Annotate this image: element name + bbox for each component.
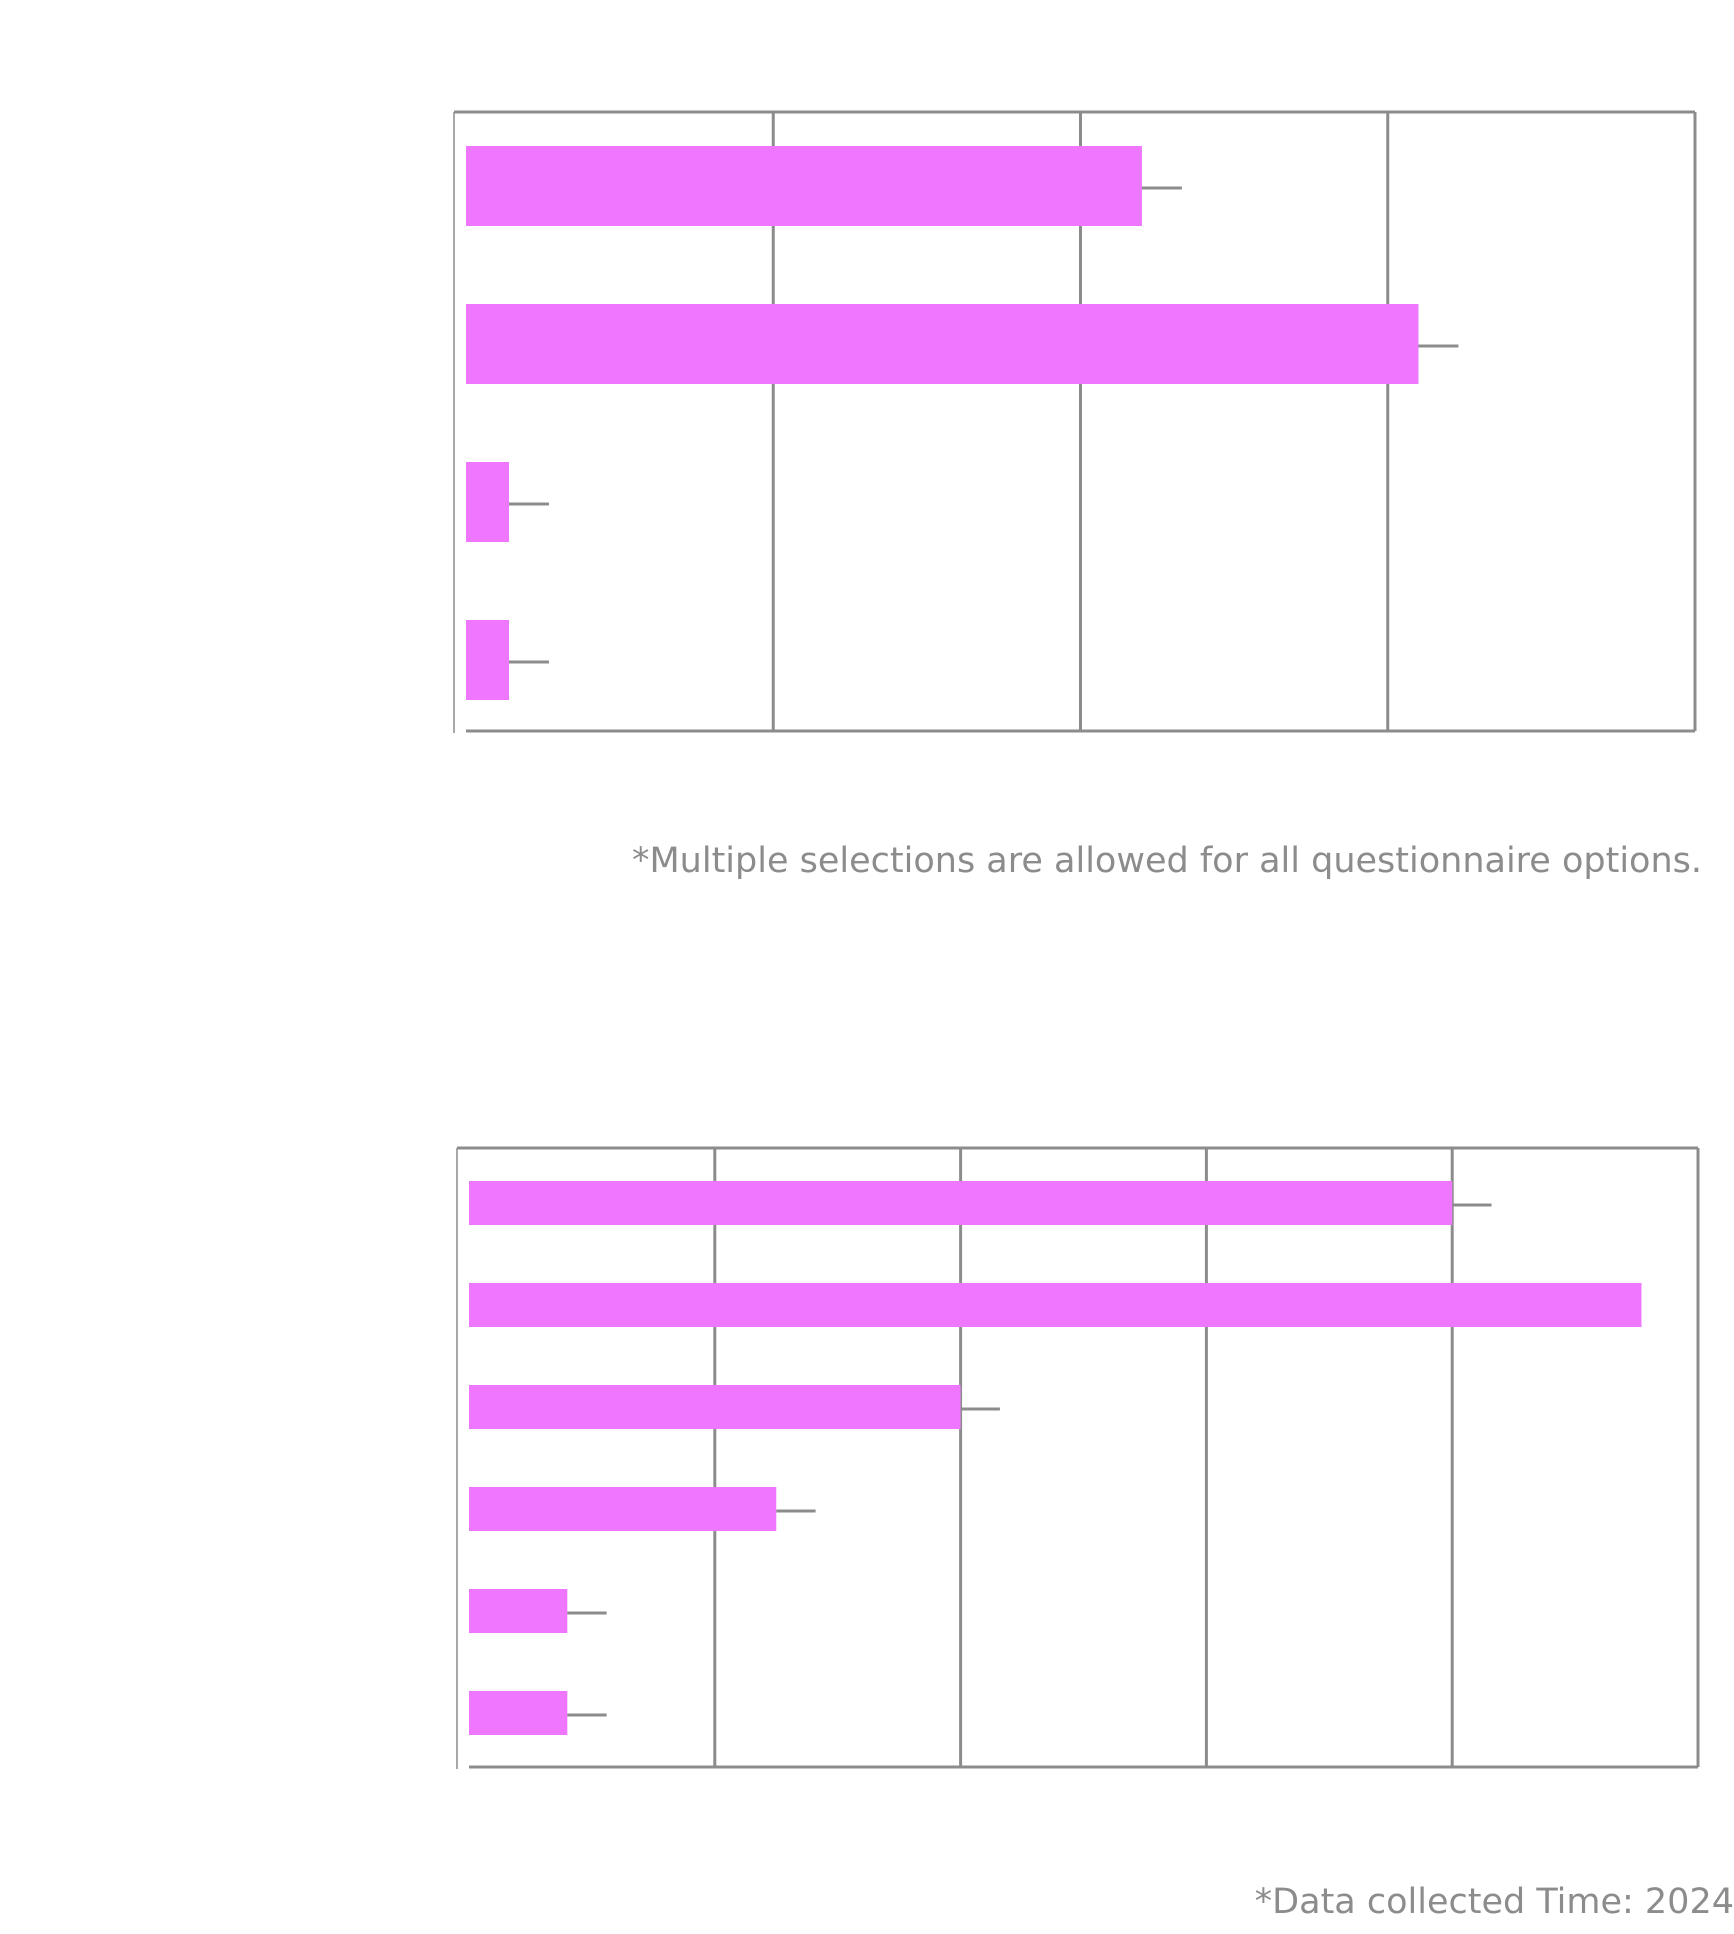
bar-chart-1 <box>453 110 1697 733</box>
chart-2-bar-4 <box>469 1487 777 1531</box>
chart-1-bar-3 <box>466 462 510 542</box>
chart-2-bar-3 <box>469 1385 961 1429</box>
bar-chart-2 <box>456 1146 1700 1769</box>
chart-1-bar-2 <box>466 304 1419 384</box>
chart-2-bar-1 <box>469 1181 1453 1225</box>
chart-2-bar-6 <box>469 1691 568 1735</box>
chart-1-bar-1 <box>466 146 1142 226</box>
chart-2-bar-5 <box>469 1589 568 1633</box>
footnote-data-collected: *Data collected Time: 2024 <box>1254 1882 1734 1922</box>
chart-2-bar-2 <box>469 1283 1642 1327</box>
chart-1-bar-4 <box>466 620 510 700</box>
footnote-multiple-selections: *Multiple selections are allowed for all… <box>631 841 1702 881</box>
